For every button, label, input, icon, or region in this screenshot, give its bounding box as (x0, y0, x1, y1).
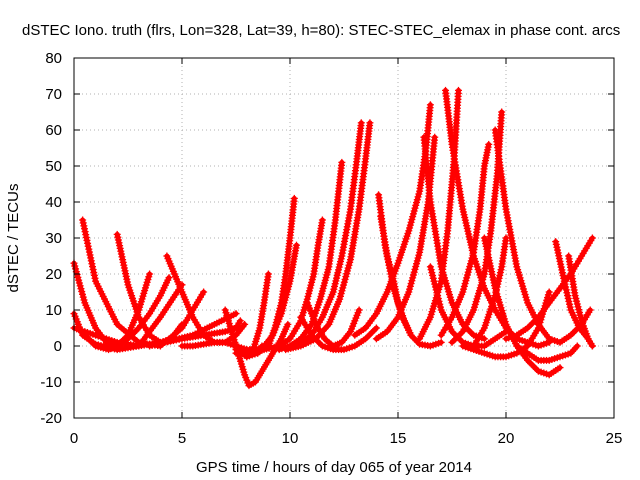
data-point (146, 270, 154, 278)
data-point (588, 234, 596, 242)
series-arc-32 (470, 234, 510, 350)
data-point (290, 194, 298, 202)
data-point (454, 86, 462, 94)
y-tick-label: 40 (45, 194, 62, 211)
data-point (318, 216, 326, 224)
x-tick-label: 20 (498, 430, 515, 447)
data-point (366, 119, 374, 127)
data-point (426, 101, 434, 109)
y-axis-label: dSTEC / TECUs (5, 184, 22, 293)
series-arc-37 (502, 234, 596, 343)
data-point (338, 158, 346, 166)
data-point (573, 342, 581, 350)
data-point (241, 320, 249, 328)
y-tick-label: 80 (45, 50, 62, 67)
series-arc-33 (459, 288, 553, 361)
y-tick-labels: -20 -10 0 10 20 30 40 50 60 70 80 (40, 50, 62, 427)
data-point (586, 306, 594, 314)
data-point (407, 331, 415, 339)
x-tick-label: 5 (178, 430, 186, 447)
series-line (114, 231, 185, 345)
series-arc-34 (513, 342, 581, 364)
series-arc-13 (232, 241, 300, 357)
series-arc-19 (297, 313, 380, 354)
data-point (556, 364, 564, 372)
y-tick-label: -10 (40, 374, 62, 391)
data-point (236, 317, 244, 325)
data-point (178, 320, 186, 328)
x-tick-label: 0 (70, 430, 78, 447)
data-point (485, 140, 493, 148)
data-point (264, 270, 272, 278)
x-tick-labels: 0 5 10 15 20 25 (70, 430, 623, 447)
y-tick-label: 30 (45, 230, 62, 247)
series-arc-28 (437, 140, 493, 339)
series-arc-16 (286, 119, 365, 350)
y-tick-label: 10 (45, 302, 62, 319)
series-layer (70, 86, 596, 390)
series-arc-36 (565, 252, 596, 350)
x-axis-label: GPS time / hours of day 065 of year 2014 (196, 459, 472, 476)
y-tick-label: 60 (45, 122, 62, 139)
data-point (284, 320, 292, 328)
data-point (232, 310, 240, 318)
data-point (165, 274, 173, 282)
y-tick-label: 70 (45, 86, 62, 103)
data-point (292, 241, 300, 249)
data-point (357, 119, 365, 127)
data-point (372, 324, 380, 332)
chart-title: dSTEC Iono. truth (flrs, Lon=328, Lat=39… (22, 22, 620, 39)
series-arc-4 (81, 274, 173, 354)
data-point (498, 108, 506, 116)
y-tick-label: 0 (54, 338, 62, 355)
x-tick-label: 15 (390, 430, 407, 447)
data-point (355, 306, 363, 314)
y-tick-label: -20 (40, 410, 62, 427)
data-point (431, 133, 439, 141)
data-point (502, 234, 510, 242)
x-tick-label: 10 (282, 430, 299, 447)
axis-ticks (73, 57, 615, 419)
y-tick-label: 50 (45, 158, 62, 175)
x-tick-label: 25 (606, 430, 623, 447)
data-point (588, 342, 596, 350)
data-point (200, 288, 208, 296)
data-point (437, 338, 445, 346)
data-point (545, 288, 553, 296)
y-tick-label: 20 (45, 266, 62, 283)
series-arc-17 (282, 119, 374, 354)
data-point (480, 335, 488, 343)
